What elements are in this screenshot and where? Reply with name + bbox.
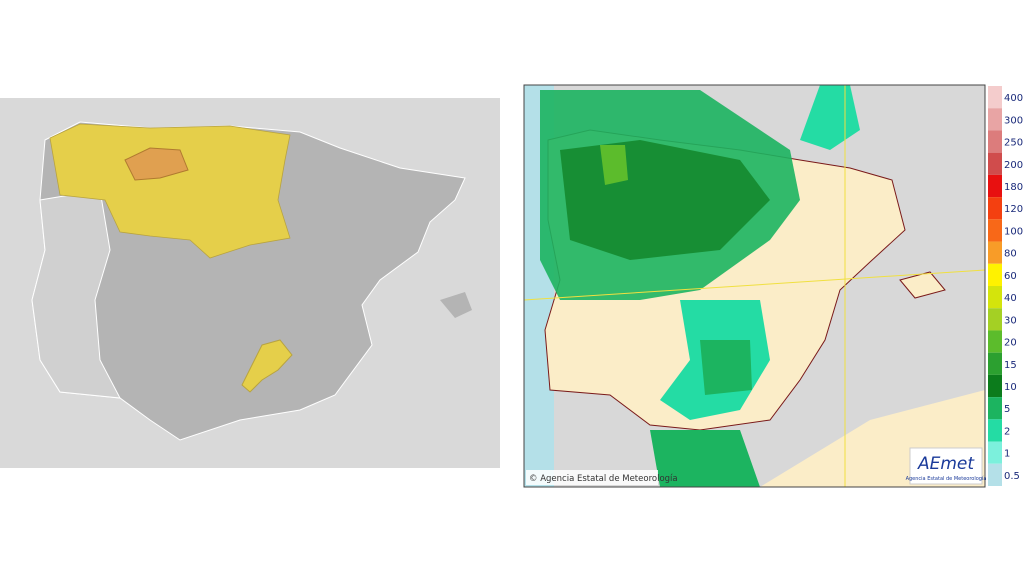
legend-label: 80 <box>1004 249 1017 260</box>
legend-swatch <box>988 441 1002 464</box>
legend-swatch <box>988 152 1002 175</box>
legend-swatch <box>988 419 1002 442</box>
legend-swatch <box>988 330 1002 353</box>
legend-swatch <box>988 463 1002 486</box>
legend-swatch <box>988 197 1002 220</box>
legend-swatch <box>988 374 1002 398</box>
legend-label: 100 <box>1004 226 1023 237</box>
legend-label: 60 <box>1004 271 1017 282</box>
warning-map <box>0 98 500 468</box>
legend-label: 180 <box>1004 182 1023 193</box>
legend-label: 2 <box>1004 426 1010 437</box>
legend-swatch <box>988 397 1002 420</box>
legend-swatch <box>988 263 1002 286</box>
legend-label: 200 <box>1004 160 1023 171</box>
legend-swatch <box>988 174 1002 198</box>
legend-label: 5 <box>1004 404 1010 415</box>
legend-label: 0.5 <box>1004 471 1020 482</box>
legend-label: 10 <box>1004 382 1017 393</box>
legend-label: 400 <box>1004 93 1023 104</box>
legend-label: 1 <box>1004 449 1010 460</box>
legend-label: 30 <box>1004 315 1017 326</box>
legend-swatch <box>988 86 1002 109</box>
legend-swatch <box>988 241 1002 264</box>
legend-swatch <box>988 108 1002 131</box>
precipitation-map: © Agencia Estatal de Meteorología AEmet … <box>523 84 987 488</box>
legend-label: 40 <box>1004 293 1017 304</box>
legend-label: 300 <box>1004 115 1023 126</box>
legend-swatch <box>988 308 1002 331</box>
legend: 400 300 250 200 180 120 100 80 60 40 30 20 15 10 5 2 1 0.… <box>988 86 1023 486</box>
legend-label: 120 <box>1004 204 1023 215</box>
logo: AEmet <box>917 454 975 474</box>
legend-swatch <box>988 219 1002 242</box>
legend-label: 15 <box>1004 360 1017 371</box>
legend-swatch <box>988 130 1002 153</box>
legend-swatch <box>988 286 1002 309</box>
copyright: © Agencia Estatal de Meteorología <box>529 474 678 484</box>
legend-label: 20 <box>1004 338 1017 349</box>
logo-subtitle: Agencia Estatal de Meteorología <box>906 475 987 482</box>
legend-swatch <box>988 352 1002 375</box>
legend-label: 250 <box>1004 138 1023 149</box>
